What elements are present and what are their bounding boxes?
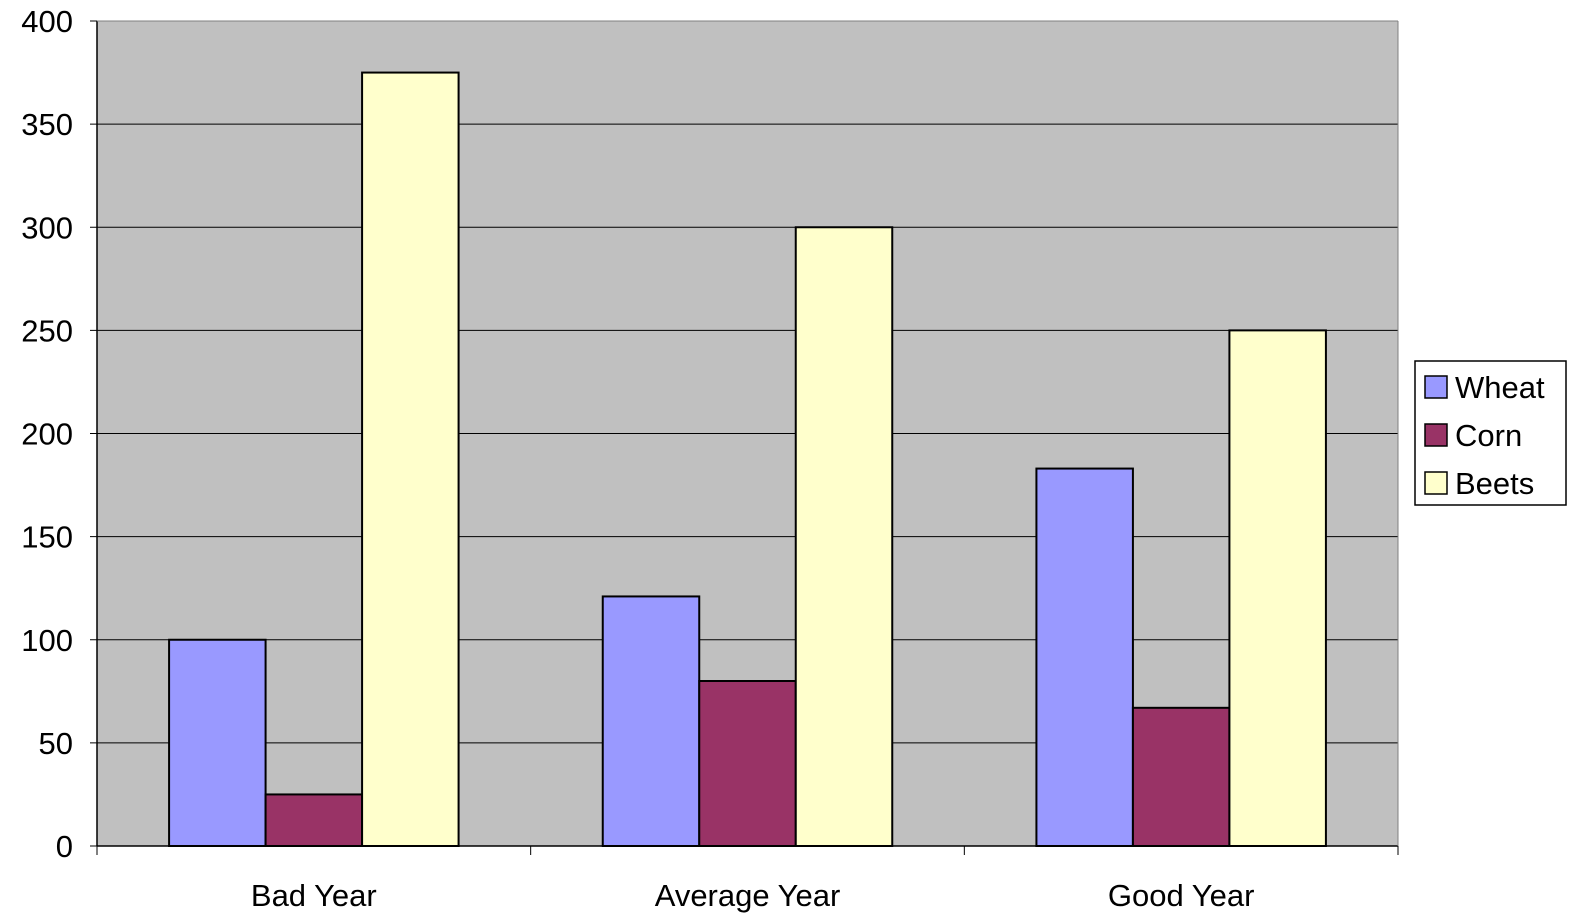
legend-swatch-beets bbox=[1424, 471, 1448, 495]
y-tick-label: 300 bbox=[21, 210, 73, 245]
bar-beets-bad-year bbox=[361, 71, 460, 847]
bar-beets-good-year bbox=[1228, 329, 1327, 847]
y-tick-label: 100 bbox=[21, 623, 73, 658]
bar-wheat-bad-year bbox=[168, 638, 267, 847]
y-tick-label: 250 bbox=[21, 313, 73, 348]
legend-label-wheat: Wheat bbox=[1455, 370, 1545, 405]
y-tick-label: 150 bbox=[21, 520, 73, 555]
x-tick-labels: Bad Year Average Year Good Year bbox=[251, 878, 1255, 913]
bar-beets-average-year bbox=[794, 226, 894, 847]
bar-corn-good-year bbox=[1131, 706, 1231, 847]
axes bbox=[90, 20, 1399, 855]
x-tick-label: Good Year bbox=[1108, 878, 1255, 913]
legend-label-beets: Beets bbox=[1455, 466, 1534, 501]
x-tick-label: Average Year bbox=[655, 878, 841, 913]
x-tick-label: Bad Year bbox=[251, 878, 377, 913]
y-tick-label: 350 bbox=[21, 107, 73, 142]
legend-label-corn: Corn bbox=[1455, 418, 1522, 453]
y-tick-label: 0 bbox=[56, 829, 73, 864]
bar-wheat-average-year bbox=[601, 595, 701, 847]
bar-corn-bad-year bbox=[264, 793, 364, 847]
bar-corn-average-year bbox=[698, 680, 797, 847]
bars bbox=[168, 71, 1327, 847]
legend-swatch-wheat bbox=[1424, 375, 1448, 399]
y-tick-label: 200 bbox=[21, 417, 73, 452]
y-tick-label: 400 bbox=[21, 4, 73, 39]
y-tick-label: 50 bbox=[39, 726, 73, 761]
y-tick-labels: 0 50 100 150 200 250 300 350 400 bbox=[21, 4, 73, 864]
bar-wheat-good-year bbox=[1035, 467, 1134, 847]
legend-swatch-corn bbox=[1424, 423, 1448, 447]
legend: Wheat Corn Beets bbox=[1414, 360, 1567, 506]
